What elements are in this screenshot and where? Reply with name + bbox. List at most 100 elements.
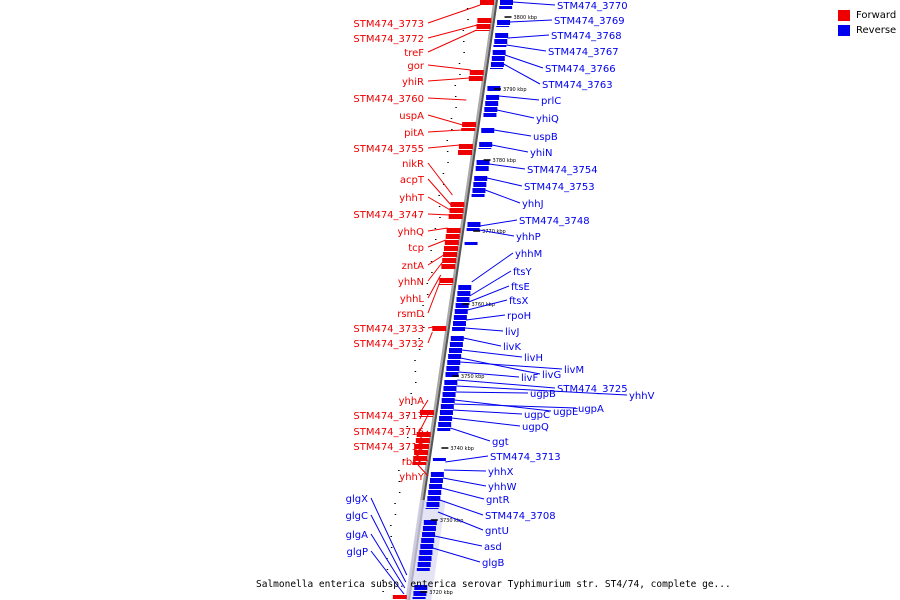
reverse-gene-block <box>418 556 432 561</box>
marker-dot <box>410 404 413 405</box>
marker-dot <box>463 52 465 53</box>
forward-gene-label: glgA <box>346 530 368 541</box>
reverse-leader <box>458 371 520 378</box>
forward-leader <box>427 274 442 299</box>
forward-gene-block <box>441 264 456 269</box>
reverse-gene-label: STM474_3748 <box>519 216 590 227</box>
forward-gene-label: STM474_3755 <box>353 144 424 155</box>
reverse-leader <box>493 129 532 137</box>
forward-gene-label: nikR <box>402 159 424 170</box>
tick-label: 3750 kbp <box>461 374 485 380</box>
marker-dot <box>458 63 461 64</box>
reverse-leader <box>444 469 487 472</box>
forward-gene-block <box>443 246 458 251</box>
legend-reverse-label: Reverse <box>856 25 897 36</box>
forward-gene-label: acpT <box>400 175 425 186</box>
reverse-gene-label: prlC <box>541 96 561 107</box>
reverse-gene-block <box>422 526 436 531</box>
reverse-gene-label: gntU <box>485 526 509 537</box>
forward-gene-block <box>419 416 434 417</box>
marker-dot <box>431 272 433 273</box>
reverse-gene-block <box>416 568 430 571</box>
marker-dot <box>434 228 437 229</box>
reverse-leader <box>442 477 487 487</box>
marker-dot <box>390 525 392 526</box>
reverse-gene-block <box>438 422 452 427</box>
reverse-gene-label: STM474_3708 <box>485 511 556 522</box>
marker-dot <box>439 217 441 218</box>
reverse-gene-block <box>455 303 469 308</box>
reverse-gene-block <box>473 182 487 187</box>
reverse-gene-label: ggt <box>492 437 509 448</box>
forward-leader <box>427 227 448 232</box>
reverse-gene-block <box>446 366 460 371</box>
reverse-gene-block <box>412 597 426 599</box>
marker-dot <box>467 19 469 20</box>
marker-dot <box>455 107 457 108</box>
marker-dot <box>410 393 412 394</box>
reverse-gene-block <box>487 86 501 91</box>
marker-dot <box>398 492 401 493</box>
forward-leader <box>416 414 429 437</box>
forward-gene-block <box>443 252 458 257</box>
marker-dot <box>414 360 416 361</box>
reverse-gene-block <box>422 532 436 537</box>
forward-leader <box>427 162 453 196</box>
marker-dot <box>394 514 397 515</box>
forward-leader <box>427 129 462 133</box>
reverse-leader <box>457 379 556 389</box>
reverse-gene-block <box>429 484 443 489</box>
marker-dot <box>462 41 465 42</box>
reverse-gene-block <box>481 128 495 133</box>
marker-dot <box>466 8 469 9</box>
legend-forward: Forward <box>838 8 896 23</box>
reverse-leader <box>471 252 514 283</box>
marker-dot <box>382 591 384 592</box>
reverse-gene-block <box>497 20 511 25</box>
tick-label: 3720 kbp <box>429 590 453 596</box>
forward-gene-label: STM474_3773 <box>353 19 424 30</box>
reverse-gene-label: livG <box>542 370 561 381</box>
reverse-leader <box>456 385 628 396</box>
forward-gene-block <box>458 150 473 155</box>
reverse-gene-label: STM474_3725 <box>557 384 628 395</box>
reverse-leader <box>491 144 529 153</box>
forward-gene-label: yhhY <box>399 472 425 483</box>
reverse-gene-block <box>413 591 427 596</box>
reverse-gene-block <box>429 478 443 483</box>
reverse-leader <box>467 299 508 311</box>
reverse-gene-label: yhhV <box>629 391 655 402</box>
reverse-gene-block <box>448 354 462 359</box>
marker-dot <box>386 558 388 559</box>
reverse-gene-block <box>450 336 464 341</box>
forward-gene-block <box>458 144 473 149</box>
forward-gene-label: STM474_3732 <box>353 339 424 350</box>
reverse-gene-block <box>474 176 488 181</box>
reverse-leader <box>441 487 485 500</box>
reverse-gene-label: yhiQ <box>536 114 559 125</box>
reverse-gene-block <box>421 538 435 543</box>
reverse-gene-label: asd <box>484 542 502 553</box>
reverse-gene-block <box>430 472 444 477</box>
reverse-gene-block <box>458 285 472 290</box>
reverse-gene-label: STM474_3767 <box>548 47 619 58</box>
reverse-gene-block <box>440 404 454 409</box>
reverse-leader <box>453 403 577 409</box>
reverse-gene-block <box>425 508 439 509</box>
reverse-leader <box>432 547 481 563</box>
marker-dot <box>386 569 389 570</box>
reverse-gene-label: ugpA <box>578 404 604 415</box>
reverse-gene-label: ugpC <box>524 410 550 421</box>
forward-leader <box>427 196 451 211</box>
reverse-leader <box>468 285 510 303</box>
marker-dot <box>415 382 417 383</box>
marker-dot <box>430 261 433 262</box>
reverse-gene-block <box>449 348 463 353</box>
tick-label: 3790 kbp <box>503 87 527 93</box>
marker-dot <box>430 250 432 251</box>
reverse-gene-block <box>443 386 457 391</box>
forward-gene-block <box>414 450 429 455</box>
marker-dot <box>423 327 425 328</box>
reverse-swatch <box>838 25 850 36</box>
forward-gene-label: glgX <box>346 494 368 505</box>
